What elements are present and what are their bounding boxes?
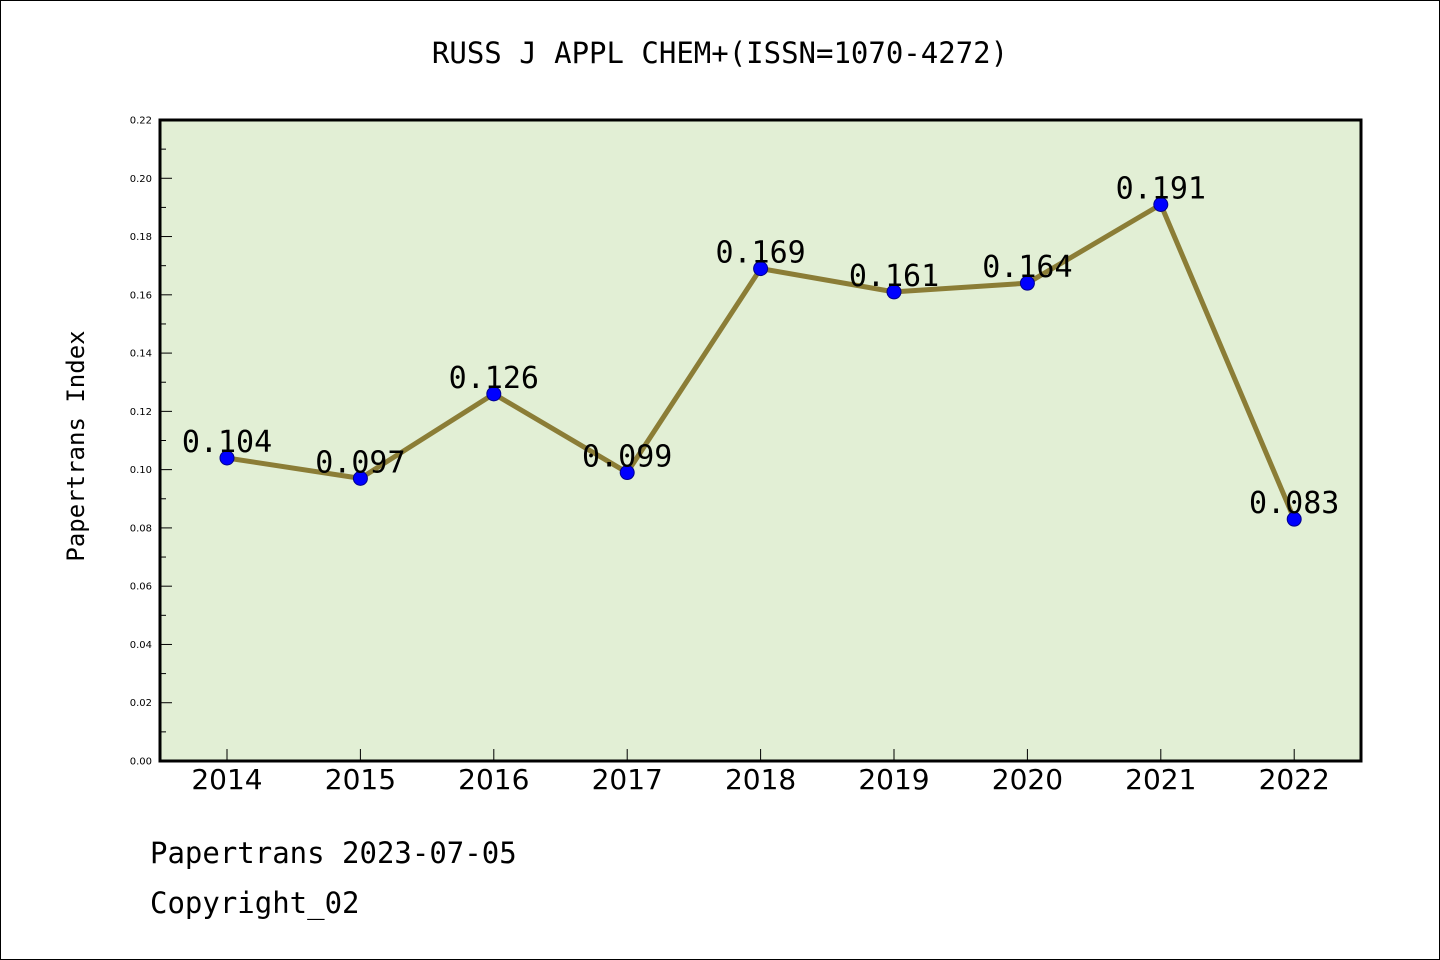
y-tick-label: 0.20: [130, 174, 152, 185]
y-tick-label: 0.06: [130, 582, 152, 593]
x-tick-label: 2015: [325, 763, 396, 796]
data-label: 0.099: [582, 440, 672, 475]
data-point: [352, 470, 368, 486]
y-tick-label: 0.02: [130, 698, 152, 709]
data-point: [886, 284, 902, 300]
data-label: 0.164: [982, 250, 1072, 285]
y-tick-label: 0.04: [130, 640, 152, 651]
data-point: [619, 465, 635, 481]
x-axis: 2014 2015 2016 2017 2018 2019 2020 2021 2022: [191, 749, 1330, 796]
y-axis: 0.00 0.02 0.04 0.06 0.08 0.10 0.12 0.14 0.16 0.18…: [130, 116, 172, 768]
footer-copyright: Copyright_02: [150, 886, 360, 920]
x-tick-label: 2017: [592, 763, 663, 796]
data-points: [219, 196, 1302, 527]
footer-date: Papertrans 2023-07-05: [150, 836, 517, 870]
data-label: 0.097: [315, 445, 405, 480]
data-point: [1286, 511, 1302, 527]
plot-area: [158, 118, 1363, 763]
data-point: [219, 450, 235, 466]
y-tick-label: 0.18: [130, 232, 152, 243]
y-tick-label: 0.00: [130, 757, 152, 768]
y-tick-label: 0.22: [130, 116, 152, 127]
x-tick-label: 2020: [992, 763, 1063, 796]
x-tick-label: 2019: [858, 763, 929, 796]
x-tick-label: 2022: [1259, 763, 1330, 796]
data-labels: 0.104 0.097 0.126 0.099 0.169 0.161 0.164 0.191…: [182, 171, 1340, 521]
data-label: 0.191: [1116, 171, 1206, 206]
chart-title: RUSS J APPL CHEM+(ISSN=1070-4272): [431, 36, 1009, 70]
y-tick-label: 0.08: [130, 523, 152, 534]
data-label: 0.083: [1249, 486, 1339, 521]
y-tick-label: 0.16: [130, 290, 152, 301]
x-tick-label: 2021: [1125, 763, 1196, 796]
data-label: 0.161: [849, 259, 939, 294]
y-tick-label: 0.14: [130, 349, 152, 360]
data-point: [753, 261, 769, 277]
data-point: [486, 386, 502, 402]
y-tick-label: 0.10: [130, 465, 152, 476]
data-label: 0.169: [715, 236, 805, 271]
data-point: [1019, 275, 1035, 291]
data-point: [1153, 196, 1169, 212]
data-label: 0.126: [449, 361, 539, 396]
x-tick-label: 2016: [458, 763, 529, 796]
data-label: 0.104: [182, 425, 272, 460]
x-tick-label: 2014: [191, 763, 262, 796]
x-tick-label: 2018: [725, 763, 796, 796]
y-tick-label: 0.12: [130, 407, 152, 418]
